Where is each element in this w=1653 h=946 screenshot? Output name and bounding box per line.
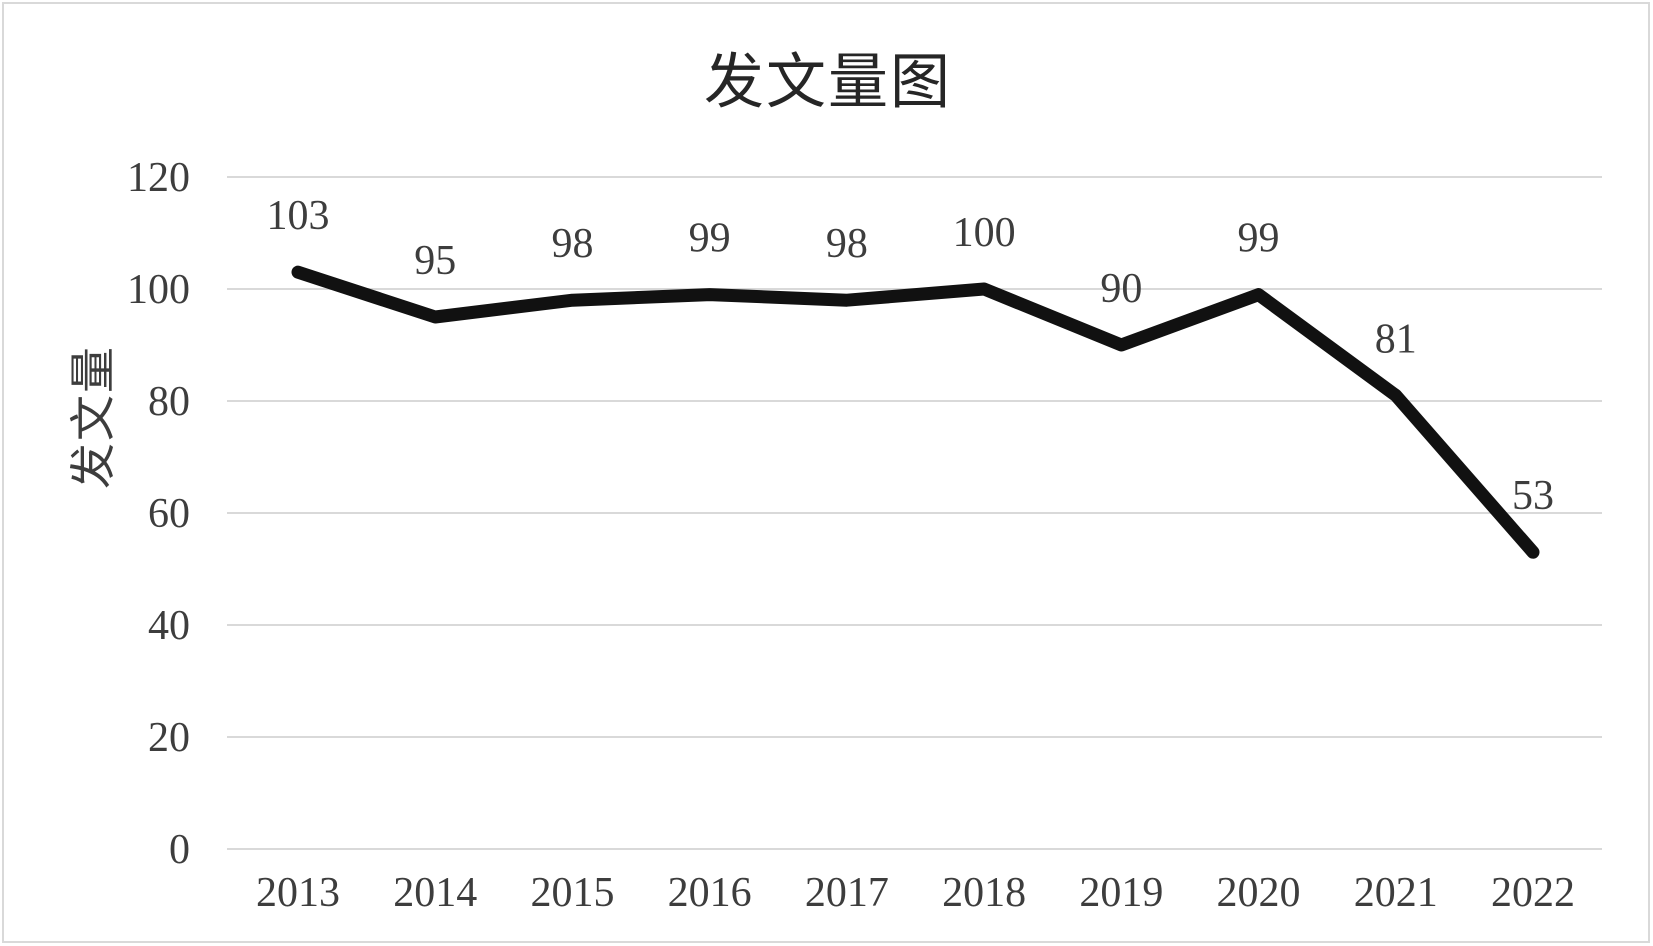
x-tick-label-2020: 2020 [1217, 870, 1301, 916]
y-tick-label-60: 60 [148, 491, 190, 537]
y-tick-label-120: 120 [127, 155, 190, 201]
data-label-2015: 98 [551, 221, 593, 267]
data-label-2021: 81 [1375, 316, 1417, 362]
data-label-2014: 95 [414, 238, 456, 284]
x-tick-label-2013: 2013 [256, 870, 340, 916]
x-tick-label-2018: 2018 [942, 870, 1026, 916]
data-label-2020: 99 [1238, 216, 1280, 262]
x-tick-label-2016: 2016 [668, 870, 752, 916]
data-label-2022: 53 [1512, 473, 1554, 519]
y-tick-label-40: 40 [148, 603, 190, 649]
x-tick-label-2019: 2019 [1079, 870, 1163, 916]
y-tick-label-20: 20 [148, 715, 190, 761]
y-tick-label-0: 0 [169, 827, 190, 873]
data-label-2017: 98 [826, 221, 868, 267]
chart-title: 发文量图 [704, 49, 952, 116]
x-tick-label-2022: 2022 [1491, 870, 1575, 916]
x-tick-label-2021: 2021 [1354, 870, 1438, 916]
series-line [291, 265, 1540, 559]
data-label-2013: 103 [267, 193, 330, 239]
x-tick-label-2014: 2014 [393, 870, 477, 916]
x-tick-label-2017: 2017 [805, 870, 889, 916]
x-tick-label-2015: 2015 [530, 870, 614, 916]
data-label-2016: 99 [689, 216, 731, 262]
y-tick-label-80: 80 [148, 379, 190, 425]
data-label-2018: 100 [953, 210, 1016, 256]
data-label-2019: 90 [1100, 266, 1142, 312]
y-tick-label-100: 100 [127, 267, 190, 313]
